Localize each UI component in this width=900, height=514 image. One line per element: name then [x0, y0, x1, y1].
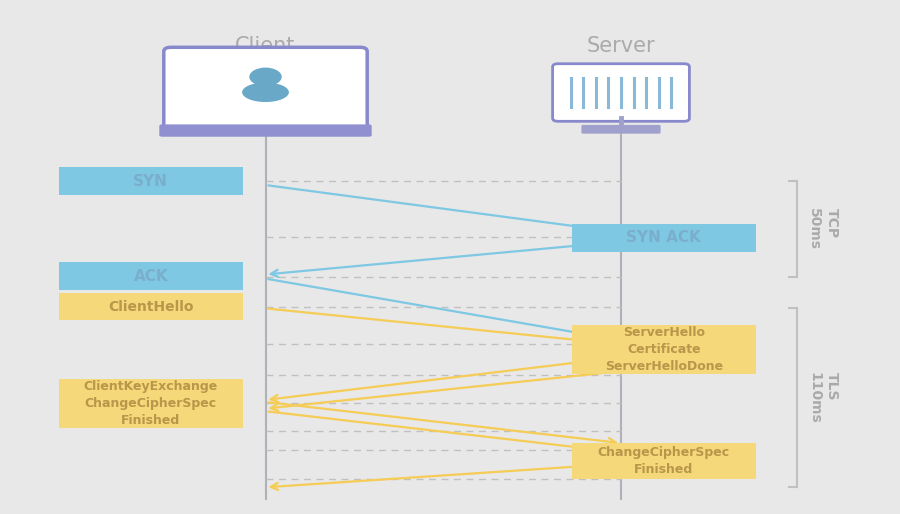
- FancyBboxPatch shape: [58, 293, 243, 320]
- Text: Client: Client: [235, 36, 296, 56]
- Text: ServerHello
Certificate
ServerHelloDone: ServerHello Certificate ServerHelloDone: [605, 326, 723, 373]
- FancyBboxPatch shape: [159, 124, 372, 137]
- Text: ACK: ACK: [133, 269, 168, 284]
- Text: ClientHello: ClientHello: [108, 300, 194, 314]
- FancyBboxPatch shape: [572, 224, 756, 252]
- Ellipse shape: [242, 82, 289, 102]
- Text: SYN ACK: SYN ACK: [626, 230, 701, 245]
- Text: ChangeCipherSpec
Finished: ChangeCipherSpec Finished: [598, 446, 730, 476]
- FancyBboxPatch shape: [58, 167, 243, 195]
- Text: SYN: SYN: [133, 174, 168, 189]
- Text: ClientKeyExchange
ChangeCipherSpec
Finished: ClientKeyExchange ChangeCipherSpec Finis…: [84, 380, 218, 427]
- FancyBboxPatch shape: [164, 47, 367, 130]
- FancyBboxPatch shape: [572, 443, 756, 479]
- FancyBboxPatch shape: [572, 325, 756, 374]
- Text: Server: Server: [587, 36, 655, 56]
- Text: TCP
50ms: TCP 50ms: [807, 208, 839, 250]
- Circle shape: [249, 67, 282, 86]
- FancyBboxPatch shape: [58, 262, 243, 290]
- FancyBboxPatch shape: [553, 64, 689, 121]
- Text: TLS
110ms: TLS 110ms: [807, 372, 839, 424]
- FancyBboxPatch shape: [58, 379, 243, 428]
- FancyBboxPatch shape: [581, 125, 661, 134]
